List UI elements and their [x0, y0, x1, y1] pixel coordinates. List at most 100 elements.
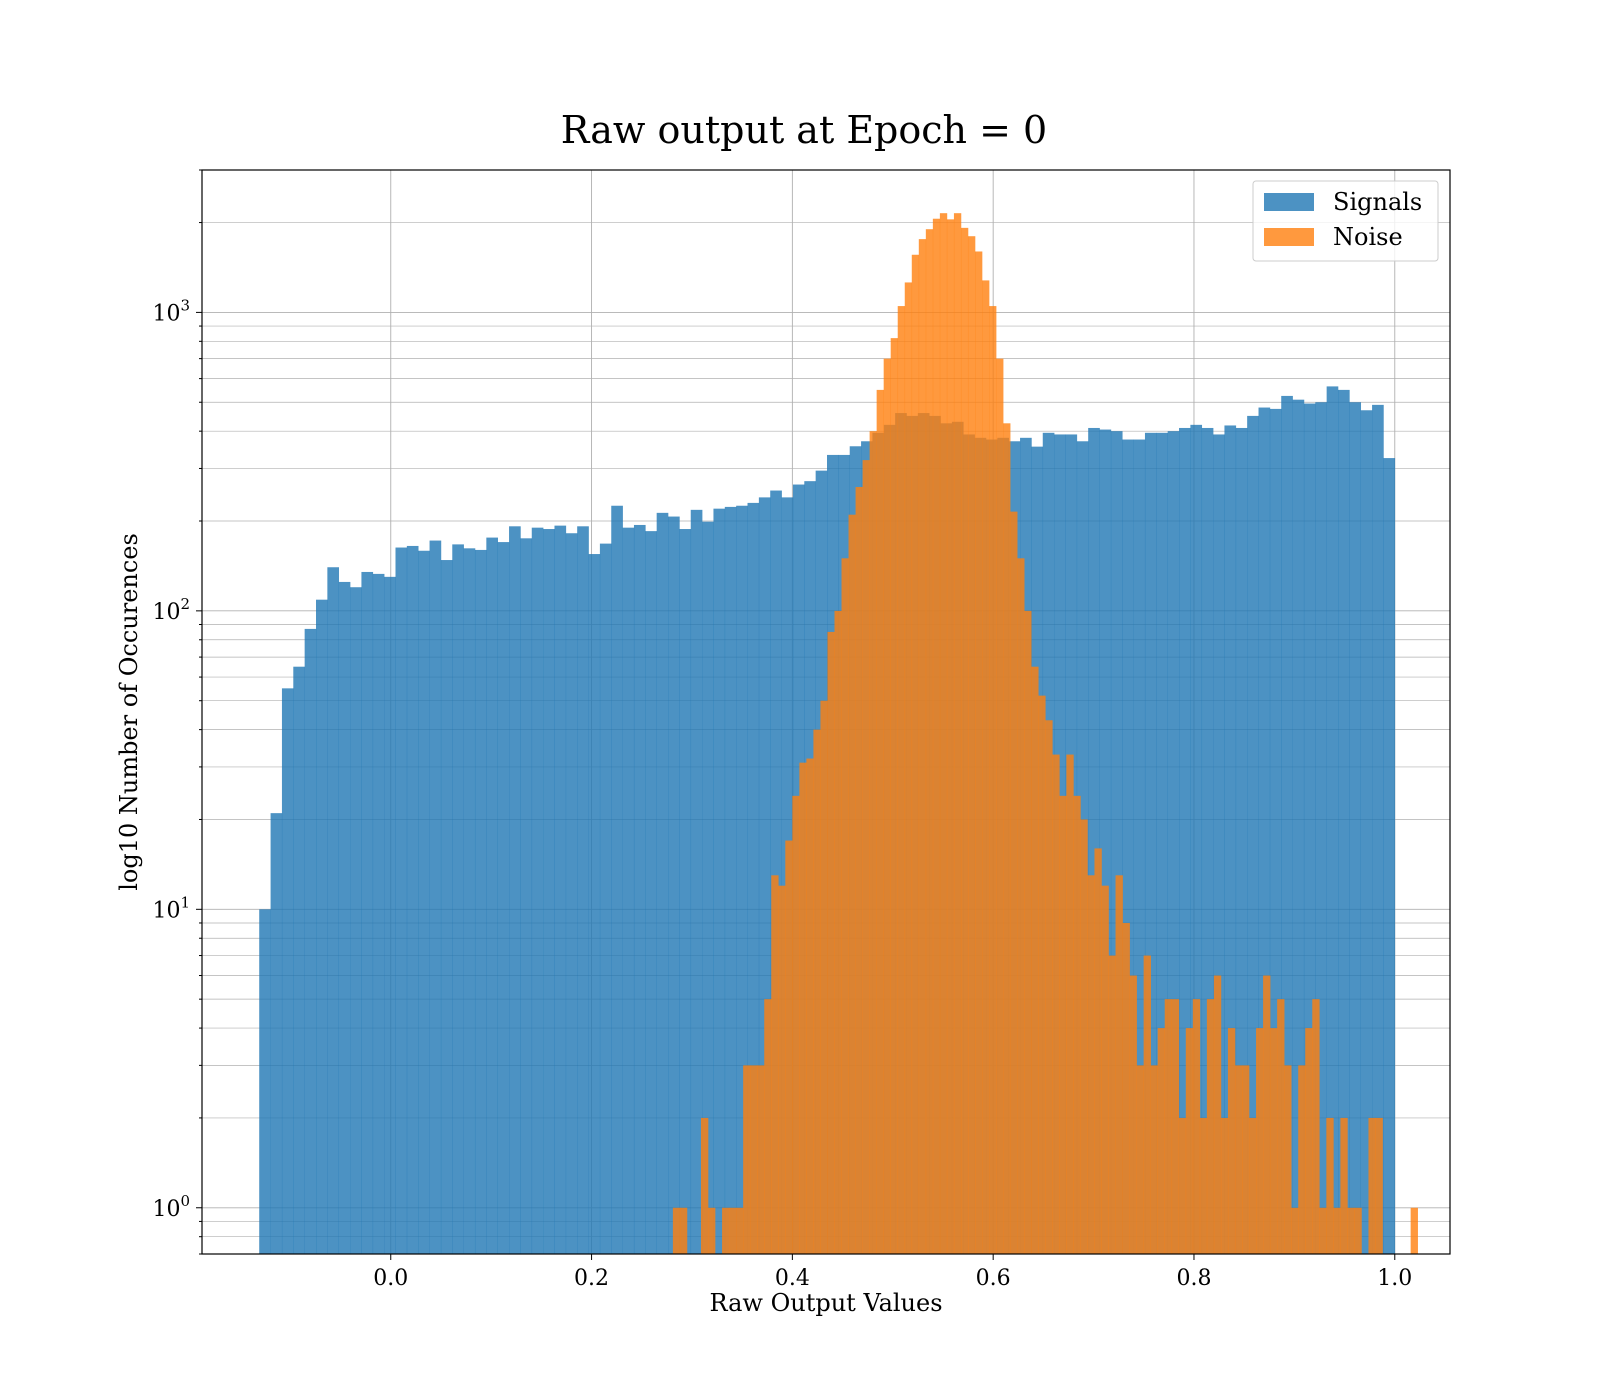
signals-bar	[350, 587, 362, 1254]
noise-bar	[1277, 999, 1285, 1254]
noise-bar	[757, 1065, 765, 1254]
noise-bar	[848, 514, 856, 1254]
noise-bar	[946, 219, 955, 1254]
noise-bar	[1115, 875, 1123, 1254]
legend-swatch-signals	[1264, 193, 1314, 211]
noise-bar	[722, 1207, 730, 1254]
y-tick-label: 103	[152, 296, 190, 326]
noise-bar	[855, 487, 863, 1255]
y-axis-label: log10 Number of Occurences	[115, 533, 143, 891]
signals-bar	[384, 576, 396, 1254]
signals-bar	[372, 573, 385, 1254]
signals-bar	[645, 531, 657, 1254]
noise-bar	[700, 1117, 709, 1254]
noise-bar	[1354, 1207, 1362, 1254]
noise-bar	[975, 251, 983, 1254]
signals-bar	[1167, 431, 1180, 1255]
plot-area: 0.0 0.2 0.4 0.6 0.8 1.0 100 101 102 103	[152, 169, 1451, 1291]
noise-bar	[1052, 754, 1060, 1254]
noise-bar	[1284, 1065, 1292, 1254]
noise-bar	[827, 631, 835, 1254]
noise-bar	[1073, 795, 1081, 1254]
signals-bar	[736, 505, 748, 1254]
noise-bar	[996, 358, 1004, 1254]
noise-bar	[820, 700, 828, 1254]
noise-bar	[953, 213, 962, 1254]
signals-bar	[1190, 424, 1203, 1255]
signals-bar	[770, 490, 782, 1254]
signals-bar	[497, 542, 510, 1254]
noise-bar	[1129, 975, 1137, 1254]
noise-bar	[897, 306, 906, 1254]
signals-bar	[633, 524, 646, 1254]
noise-bar	[911, 254, 920, 1255]
noise-bar	[1003, 423, 1011, 1254]
signals-bar	[1292, 399, 1305, 1254]
noise-bar	[729, 1207, 737, 1254]
noise-bar	[1326, 1117, 1334, 1254]
signals-bar	[281, 688, 294, 1254]
y-tick-label: 102	[152, 595, 190, 625]
signals-bar	[1247, 415, 1259, 1254]
signals-bar	[713, 508, 726, 1255]
signals-bar	[1372, 404, 1384, 1254]
noise-bar	[813, 729, 821, 1254]
noise-bar	[1136, 1065, 1144, 1254]
noise-bar	[1017, 558, 1025, 1254]
noise-bar	[1101, 885, 1109, 1254]
signals-bar	[418, 550, 430, 1254]
legend-label-signals: Signals	[1333, 188, 1422, 216]
noise-bar	[771, 875, 779, 1254]
signals-bar	[1315, 402, 1327, 1254]
noise-bar	[736, 1207, 744, 1254]
x-tick-label: 1.0	[1377, 1266, 1412, 1291]
noise-bar	[1010, 511, 1018, 1255]
signals-bar	[702, 521, 714, 1254]
x-tick-label: 0.6	[976, 1266, 1011, 1291]
noise-bar	[1312, 999, 1320, 1254]
signals-bar	[668, 516, 680, 1254]
signals-bar	[293, 666, 305, 1254]
signals-bar	[486, 537, 498, 1254]
x-axis-label: Raw Output Values	[709, 1289, 942, 1317]
noise-bar	[1206, 999, 1215, 1254]
signals-bar	[611, 505, 623, 1254]
signals-bar	[463, 548, 476, 1254]
noise-bar	[1038, 695, 1046, 1254]
noise-bar	[1375, 1117, 1383, 1254]
noise-bar	[1305, 1028, 1313, 1254]
chart-title: Raw output at Epoch = 0	[561, 108, 1047, 152]
signals-bar	[406, 545, 419, 1254]
signals-bar	[395, 547, 408, 1254]
signals-bar	[474, 549, 487, 1254]
axis-ticks: 0.0 0.2 0.4 0.6 0.8 1.0 100 101 102 103	[152, 169, 1412, 1291]
noise-bar	[672, 1207, 681, 1254]
signals-bar	[1235, 427, 1248, 1254]
noise-bar	[1031, 666, 1039, 1254]
signals-bar	[361, 571, 374, 1254]
signals-bar	[1281, 395, 1293, 1254]
signals-bar	[1201, 427, 1214, 1254]
signals-bar	[259, 909, 271, 1254]
signals-bar	[565, 533, 578, 1254]
signals-bar	[1383, 458, 1396, 1254]
signals-bar	[679, 529, 692, 1254]
noise-bar	[982, 280, 990, 1254]
signals-bar	[588, 554, 601, 1254]
signals-bar	[440, 560, 453, 1254]
signals-bar	[1088, 427, 1100, 1254]
noise-bar	[764, 999, 772, 1254]
noise-bar	[1298, 1065, 1306, 1254]
noise-bar	[1080, 819, 1088, 1254]
noise-bar	[1157, 1028, 1166, 1254]
signals-bar	[1110, 431, 1123, 1255]
noise-bar	[1199, 1117, 1208, 1254]
signals-bar	[1224, 425, 1237, 1254]
noise-bar	[1094, 848, 1102, 1254]
noise-bar	[1340, 1117, 1348, 1254]
noise-bar	[792, 795, 800, 1254]
noise-bar	[1192, 999, 1201, 1254]
noise-bar	[1347, 1207, 1355, 1254]
signals-bar	[316, 599, 328, 1254]
noise-bar	[1291, 1207, 1299, 1254]
